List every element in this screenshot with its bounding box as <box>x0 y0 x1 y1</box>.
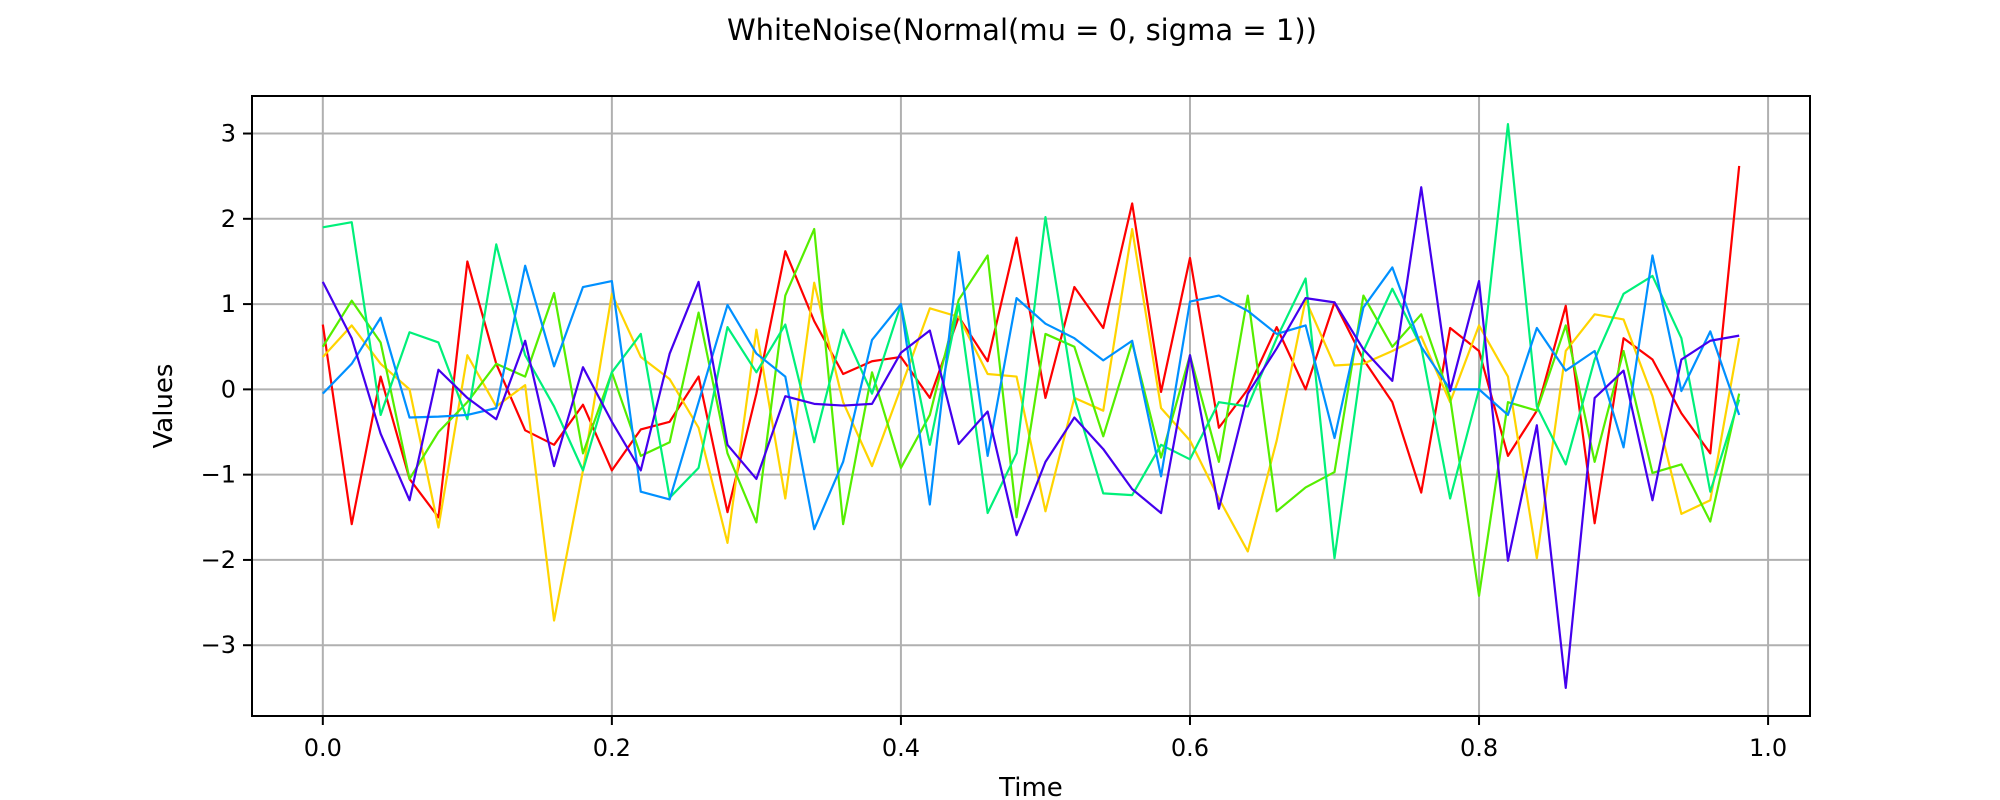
series-layer <box>321 123 1741 689</box>
y-tick-label: −2 <box>201 546 236 574</box>
y-tick-label: 0 <box>221 375 236 403</box>
y-tick-label: 2 <box>221 205 236 233</box>
x-axis-label: Time <box>998 773 1063 800</box>
y-tick-label: −1 <box>201 461 236 489</box>
series-line-3 <box>321 227 1741 597</box>
plot-frame <box>251 95 1811 717</box>
x-tick-label: 0.8 <box>1460 734 1498 762</box>
series-line-6 <box>321 186 1740 689</box>
x-tick-label: 0.2 <box>593 734 631 762</box>
x-tick-label: 1.0 <box>1749 734 1787 762</box>
x-tick-label: 0.6 <box>1171 734 1209 762</box>
y-tick-label: −3 <box>201 631 236 659</box>
series-line-2 <box>322 227 1741 622</box>
x-tick-label: 0.0 <box>304 734 342 762</box>
series-line-5 <box>322 250 1741 531</box>
grid <box>252 96 1810 716</box>
y-axis-label: Values <box>149 364 179 449</box>
axis-ticks: 0.0 0.2 0.4 0.6 0.8 1.0 3 2 1 0 −1 −2 −3 <box>201 120 1788 762</box>
x-tick-label: 0.4 <box>882 734 920 762</box>
series-line-4 <box>322 123 1741 560</box>
y-tick-label: 1 <box>221 290 236 318</box>
y-tick-label: 3 <box>221 120 236 148</box>
chart-title: WhiteNoise(Normal(mu = 0, sigma = 1)) <box>727 13 1317 47</box>
